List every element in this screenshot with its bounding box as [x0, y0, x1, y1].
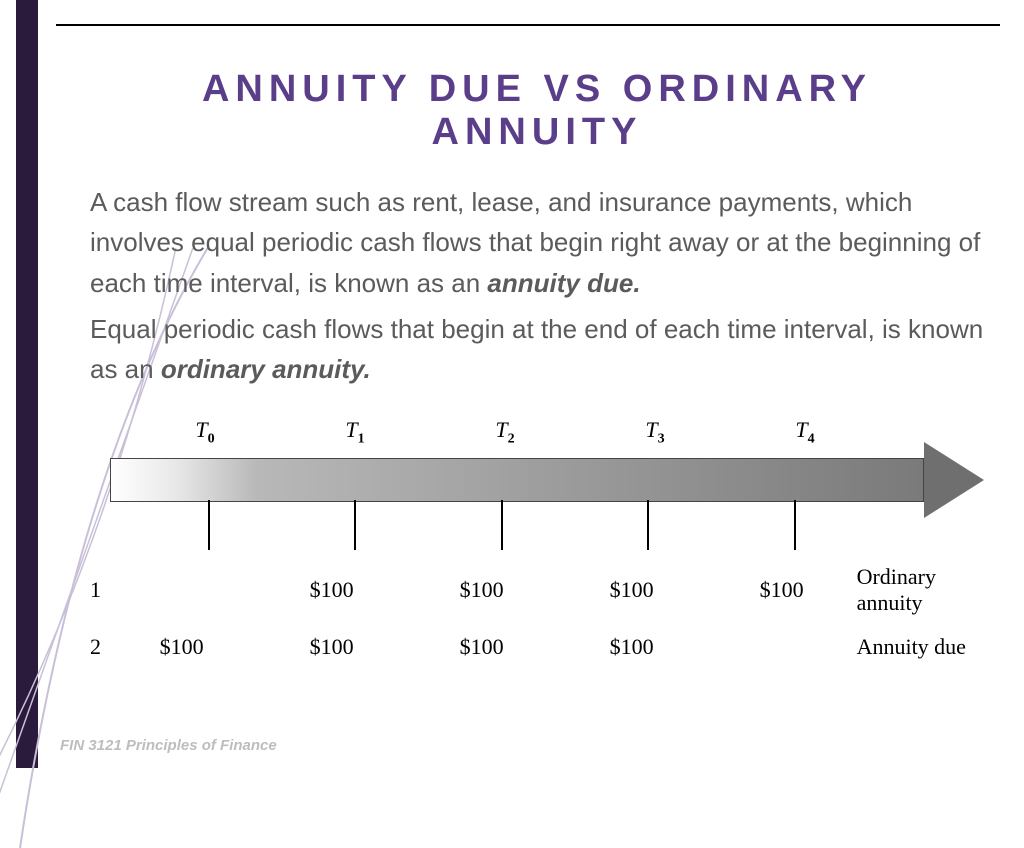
value-rows: 1$100$100$100$100Ordinary annuity2$100$1… [90, 564, 984, 660]
tick-marks [110, 500, 924, 550]
value-cell: $100 [707, 577, 857, 603]
body-text: A cash flow stream such as rent, lease, … [90, 182, 984, 389]
value-cell: $100 [407, 577, 557, 603]
value-cell: $100 [557, 634, 707, 660]
time-labels-row: T0T1T2T3T4 [130, 417, 924, 447]
tick-mark [208, 500, 210, 550]
time-label: T0 [130, 417, 280, 447]
slide-title: ANNUITY DUE VS ORDINARY ANNUITY [90, 68, 984, 154]
tick-mark [647, 500, 649, 550]
time-label: T2 [430, 417, 580, 447]
time-label: T1 [280, 417, 430, 447]
value-cell: $100 [407, 634, 557, 660]
row-label: Annuity due [857, 634, 984, 660]
time-label: T3 [580, 417, 730, 447]
slide-content: ANNUITY DUE VS ORDINARY ANNUITY A cash f… [90, 68, 984, 678]
paragraph-2: Equal periodic cash flows that begin at … [90, 309, 984, 390]
time-label: T4 [730, 417, 880, 447]
arrow-body [110, 458, 924, 502]
tick-mark [794, 500, 796, 550]
left-accent-bar [16, 0, 38, 768]
value-cell: $100 [257, 577, 407, 603]
value-cell: $100 [557, 577, 707, 603]
row-label: Ordinary annuity [857, 564, 984, 616]
term-ordinary-annuity: ordinary annuity. [161, 354, 371, 384]
tick-mark [354, 500, 356, 550]
value-cell [707, 634, 857, 660]
row-number: 2 [90, 634, 107, 660]
term-annuity-due: annuity due. [487, 268, 640, 298]
row-cells: $100$100$100$100 [107, 577, 857, 603]
value-row: 1$100$100$100$100Ordinary annuity [90, 564, 984, 616]
paragraph-1: A cash flow stream such as rent, lease, … [90, 182, 984, 303]
tick-mark [501, 500, 503, 550]
value-cell: $100 [107, 634, 257, 660]
row-number: 1 [90, 577, 107, 603]
value-row: 2$100$100$100$100Annuity due [90, 634, 984, 660]
timeline-diagram: T0T1T2T3T4 1$100$100$100$100Ordinary ann… [90, 417, 984, 659]
timeline-arrow [110, 458, 984, 502]
footer-text: FIN 3121 Principles of Finance [60, 737, 277, 754]
row-cells: $100$100$100$100 [107, 634, 857, 660]
value-cell: $100 [257, 634, 407, 660]
top-horizontal-rule [56, 24, 1000, 26]
value-cell [107, 577, 257, 603]
arrow-head-icon [924, 442, 984, 518]
